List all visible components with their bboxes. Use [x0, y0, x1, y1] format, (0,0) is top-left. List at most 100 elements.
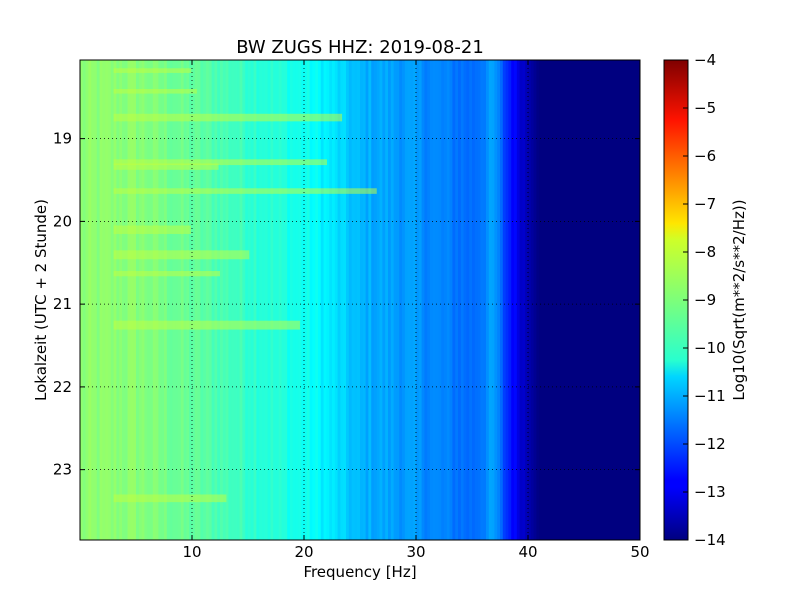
- heatmap-column: [225, 60, 229, 540]
- heatmap-column: [239, 60, 243, 540]
- heatmap-column: [410, 60, 414, 540]
- heatmap-band: [113, 271, 221, 277]
- heatmap-column: [581, 60, 585, 540]
- heatmap-column: [192, 60, 196, 540]
- heatmap-column: [309, 60, 313, 540]
- heatmap-column: [346, 60, 350, 540]
- heatmap-column: [253, 60, 257, 540]
- heatmap-column: [273, 60, 277, 540]
- heatmap-column: [357, 60, 361, 540]
- heatmap-column: [236, 60, 241, 540]
- heatmap-column: [614, 60, 619, 540]
- x-tick-label: 20: [294, 543, 313, 561]
- heatmap-column: [584, 60, 588, 540]
- heatmap-column: [270, 60, 274, 540]
- x-tick-label: 50: [630, 543, 649, 561]
- heatmap-column: [281, 60, 285, 540]
- heatmap-column: [234, 60, 238, 540]
- x-tick-label: 10: [182, 543, 201, 561]
- heatmap-column: [536, 60, 540, 540]
- heatmap-column: [441, 60, 445, 540]
- heatmap-column: [612, 60, 616, 540]
- heatmap-column: [298, 60, 302, 540]
- heatmap-column: [186, 60, 190, 540]
- heatmap-column: [276, 60, 280, 540]
- heatmap-column: [623, 60, 627, 540]
- heatmap-column: [312, 60, 316, 540]
- heatmap-column: [393, 60, 397, 540]
- heatmap-column: [413, 60, 417, 540]
- heatmap-column: [446, 60, 451, 540]
- heatmap-column: [354, 60, 358, 540]
- heatmap-column: [533, 60, 537, 540]
- heatmap-column: [525, 60, 529, 540]
- heatmap-column: [318, 60, 322, 540]
- heatmap-column: [180, 60, 185, 540]
- colorbar-tick-label: −4: [694, 51, 716, 69]
- colorbar-tick-label: −8: [694, 243, 716, 261]
- heatmap-column: [290, 60, 294, 540]
- heatmap-column: [388, 60, 392, 540]
- heatmap-column: [379, 60, 383, 540]
- heatmap-column: [435, 60, 439, 540]
- heatmap-band: [113, 113, 343, 122]
- heatmap-column: [469, 60, 473, 540]
- heatmap-column: [231, 60, 235, 540]
- heatmap-column: [105, 60, 109, 540]
- heatmap-column: [550, 60, 554, 540]
- heatmap-column: [427, 60, 431, 540]
- heatmap-column: [295, 60, 299, 540]
- heatmap-column: [519, 60, 523, 540]
- heatmap-column: [301, 60, 305, 540]
- heatmap-column: [444, 60, 448, 540]
- heatmap-column: [385, 60, 389, 540]
- heatmap-column: [634, 60, 638, 540]
- heatmap-column: [547, 60, 551, 540]
- heatmap-column: [430, 60, 434, 540]
- heatmap-column: [438, 60, 442, 540]
- colorbar-tick-label: −10: [694, 339, 726, 357]
- heatmap-column: [150, 60, 154, 540]
- heatmap-column: [477, 60, 481, 540]
- heatmap-column: [278, 60, 283, 540]
- heatmap-column: [362, 60, 367, 540]
- heatmap-column: [189, 60, 193, 540]
- heatmap-column: [460, 60, 465, 540]
- grid-lines: [80, 60, 640, 540]
- heatmap-column: [458, 60, 462, 540]
- heatmap-column: [418, 60, 423, 540]
- heatmap-band: [113, 163, 219, 170]
- heatmap-column: [586, 60, 591, 540]
- heatmap-column: [169, 60, 173, 540]
- heatmap-column: [617, 60, 621, 540]
- heatmap-column: [365, 60, 369, 540]
- y-tick-label: 20: [53, 212, 72, 230]
- heatmap-column: [320, 60, 325, 540]
- heatmap-column: [609, 60, 613, 540]
- heatmap-column: [371, 60, 375, 540]
- heatmap-column: [326, 60, 330, 540]
- heatmap-column: [343, 60, 347, 540]
- colorbar-tick-label: −6: [694, 147, 716, 165]
- heatmap-column: [595, 60, 599, 540]
- heatmap-column: [88, 60, 92, 540]
- heatmap-column: [245, 60, 249, 540]
- colorbar-tick-label: −14: [694, 531, 726, 549]
- heatmap-column: [85, 60, 89, 540]
- heatmap-column: [567, 60, 571, 540]
- heatmap-column: [404, 60, 409, 540]
- heatmap-column: [211, 60, 215, 540]
- heatmap-column: [329, 60, 333, 540]
- heatmap-column: [102, 60, 106, 540]
- heatmap-column: [130, 60, 134, 540]
- heatmap-column: [522, 60, 526, 540]
- heatmap-column: [127, 60, 131, 540]
- heatmap-column: [390, 60, 395, 540]
- heatmap-column: [214, 60, 218, 540]
- x-axis-label: Frequency [Hz]: [303, 563, 416, 581]
- heatmap-column: [99, 60, 103, 540]
- chart-title: BW ZUGS HHZ: 2019-08-21: [236, 37, 484, 58]
- heatmap-column: [264, 60, 269, 540]
- heatmap-column: [200, 60, 204, 540]
- heatmap-column: [626, 60, 630, 540]
